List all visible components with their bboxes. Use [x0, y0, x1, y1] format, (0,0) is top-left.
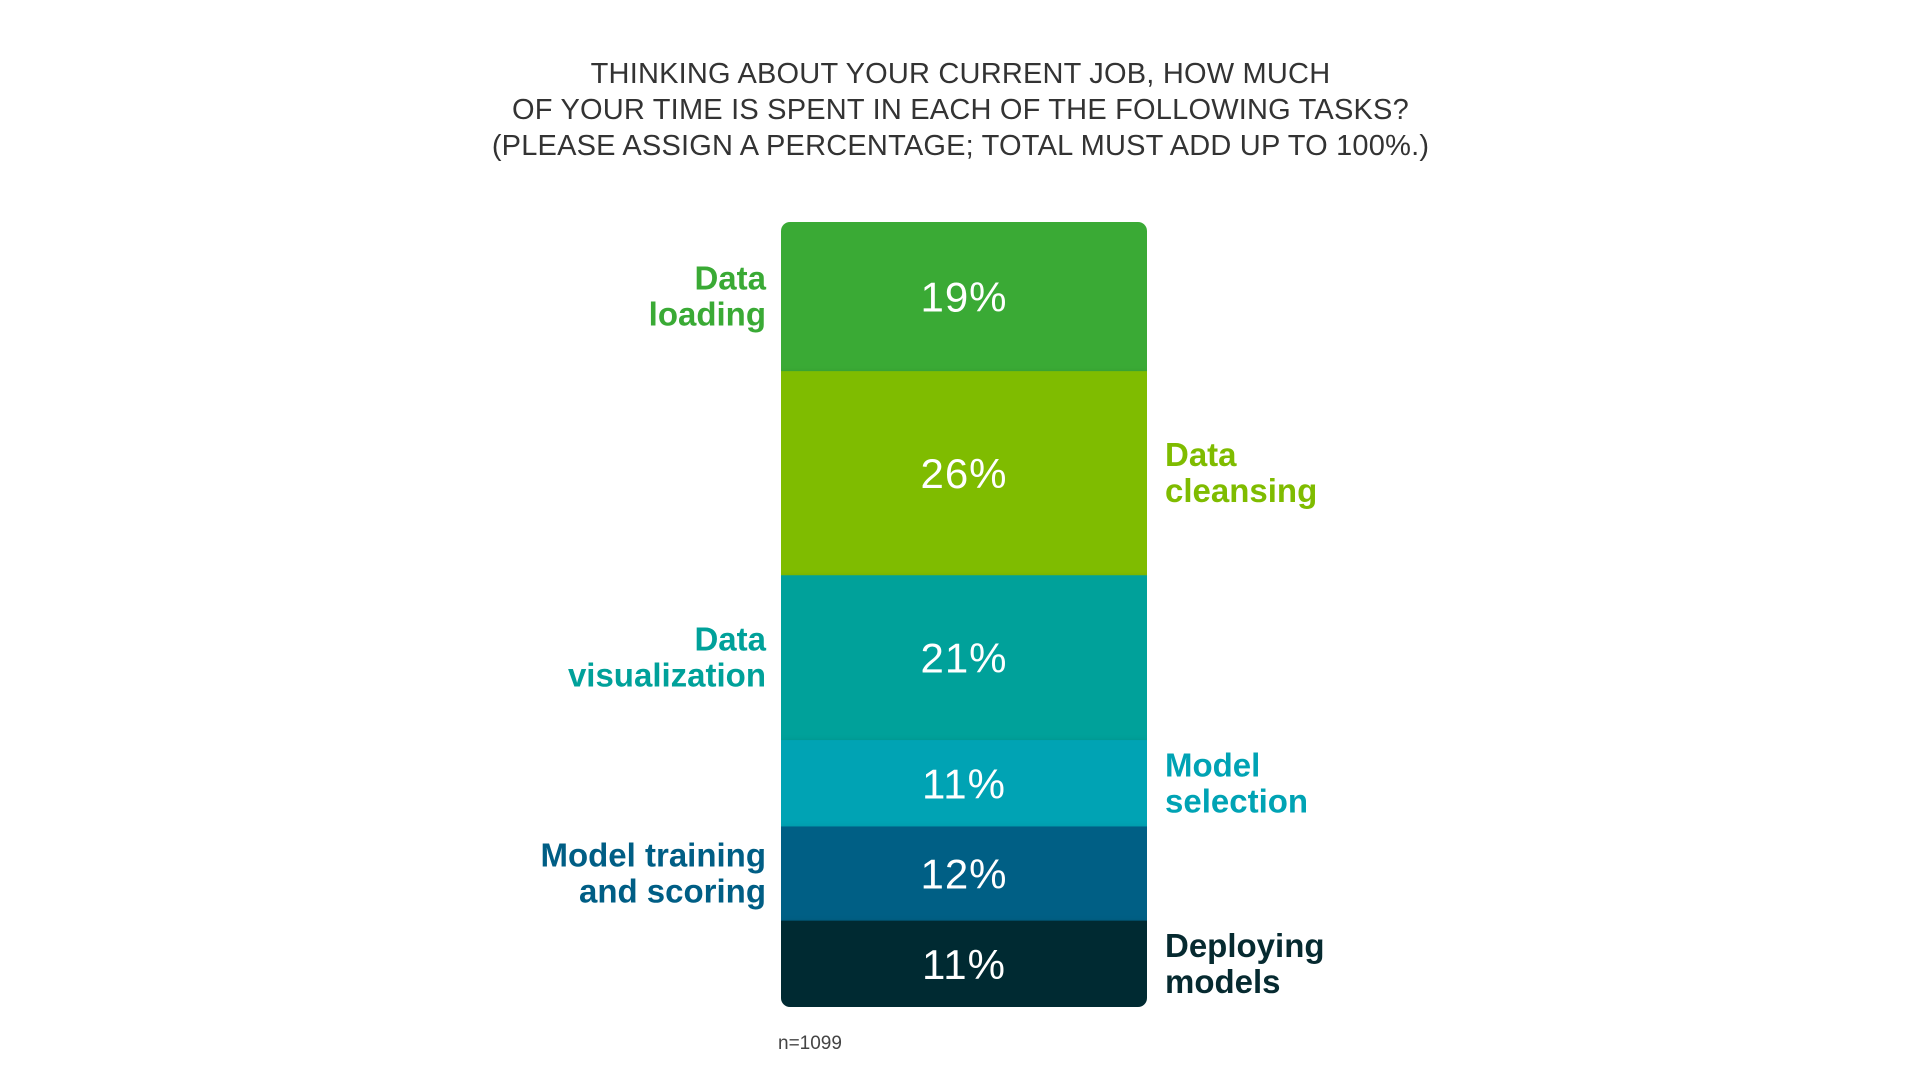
value-label-data-visualization: 21% — [920, 635, 1007, 682]
bar-segment-data-cleansing — [781, 371, 1147, 577]
chart-title: THINKING ABOUT YOUR CURRENT JOB, HOW MUC… — [0, 56, 1921, 164]
bar-segment-model-selection — [781, 740, 1147, 828]
sample-size-note: n=1099 — [778, 1033, 842, 1054]
category-label-data-visualization: Data visualization — [568, 621, 767, 694]
bar-segment-model-training-and-scoring — [781, 826, 1147, 922]
category-label-data-cleansing: Data cleansing — [1165, 436, 1317, 509]
value-label-model-training-and-scoring: 12% — [920, 851, 1007, 898]
bar-segment-deploying-models — [781, 920, 1147, 1007]
chart-title-line-2: OF YOUR TIME IS SPENT IN EACH OF THE FOL… — [512, 94, 1409, 126]
value-label-data-cleansing: 26% — [920, 450, 1007, 497]
category-label-line: selection — [1165, 782, 1308, 819]
bar-segment-data-loading — [781, 222, 1147, 373]
category-label-line: Model training — [541, 837, 767, 874]
category-label-deploying-models: Deploying models — [1165, 927, 1325, 1000]
chart-title-line-3: (PLEASE ASSIGN A PERCENTAGE; TOTAL MUST … — [491, 130, 1430, 162]
category-label-line: Model — [1165, 746, 1260, 783]
category-label-line: Data — [694, 621, 766, 658]
value-label-deploying-models: 11% — [922, 941, 1006, 988]
bar-stack — [781, 222, 1147, 1007]
category-label-line: models — [1165, 963, 1281, 1000]
category-label-line: visualization — [568, 657, 766, 694]
category-label-data-loading: Data loading — [649, 260, 767, 333]
category-label-model-selection: Model selection — [1165, 746, 1308, 819]
category-label-line: and scoring — [579, 873, 766, 910]
category-label-line: Data — [1165, 436, 1237, 473]
category-label-line: Data — [694, 260, 766, 297]
value-label-model-selection: 11% — [922, 760, 1006, 807]
category-label-line: Deploying — [1165, 927, 1325, 964]
bar-segment-data-visualization — [781, 575, 1147, 742]
chart-title-line-1: THINKING ABOUT YOUR CURRENT JOB, HOW MUC… — [590, 58, 1331, 90]
category-label-line: cleansing — [1165, 472, 1317, 509]
category-label-line: loading — [649, 296, 766, 333]
value-label-data-loading: 19% — [920, 274, 1007, 321]
category-label-model-training-and-scoring: Model training and scoring — [541, 837, 767, 910]
